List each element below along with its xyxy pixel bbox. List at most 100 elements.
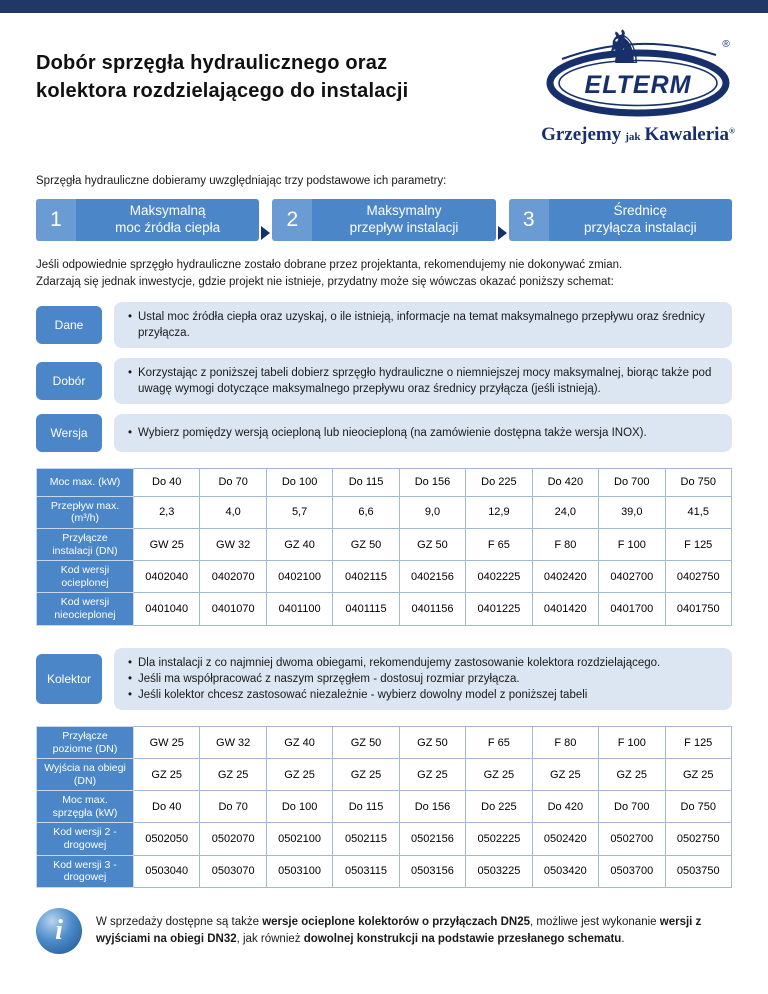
table-cell: Do 700 — [598, 790, 666, 824]
step-3-label-line1: Średnicę — [613, 203, 667, 219]
step-1-number: 1 — [36, 199, 76, 241]
row-header: Moc max. sprzęgła (kW) — [36, 790, 134, 824]
table-cell: GW 32 — [199, 528, 267, 562]
table-cell: 9,0 — [398, 495, 467, 530]
callout-kolektor-label: Kolektor — [36, 653, 102, 704]
table-cell: Do 70 — [199, 467, 267, 497]
step-3-label: Średnicę przyłącza instalacji — [549, 199, 732, 241]
document-page: Dobór sprzęgła hydraulicznego oraz kolek… — [0, 13, 768, 954]
info-part-3: , jak również — [236, 932, 304, 945]
brand-name: ELTERM — [585, 71, 692, 99]
info-part-2: , możliwe jest wykonanie — [530, 915, 660, 928]
row-header: Przyłącze poziome (DN) — [36, 725, 134, 760]
step-1-banner: 1 Maksymalną moc źródła ciepła — [36, 199, 260, 241]
callout-dane: Dane Ustal moc źródła ciepła oraz uzyska… — [36, 301, 732, 348]
callout-kolektor: Kolektor Dla instalacji z co najmniej dw… — [36, 647, 732, 710]
page-header: Dobór sprzęgła hydraulicznego oraz kolek… — [36, 13, 735, 161]
table-cell: GZ 40 — [265, 725, 334, 760]
collectors-table: Przyłącze poziome (DN) GW 25 GW 32 GZ 40 GZ … — [36, 725, 732, 888]
table-cell: GZ 25 — [398, 758, 467, 792]
table-cell: GW 25 — [132, 528, 201, 562]
table-cell: 6,6 — [332, 495, 400, 530]
bullet-item: Wybierz pomiędzy wersją ocieploną lub ni… — [126, 425, 720, 441]
table-cell: 0402100 — [265, 560, 334, 594]
info-bold-1: wersje ocieplone kolektorów o przyłączac… — [262, 915, 530, 928]
table-cell: Do 700 — [598, 467, 666, 497]
step-1-label-line2: moc źródła ciepła — [115, 220, 221, 235]
step-2-number: 2 — [272, 199, 313, 241]
table-cell: GZ 50 — [398, 725, 467, 760]
table-cell: 0502070 — [199, 822, 267, 856]
table-cell: 0503100 — [265, 854, 334, 888]
table-row: Kod wersji 3 - drogowej 0503040 0503070 050… — [36, 854, 732, 888]
table-cell: F 125 — [664, 725, 732, 760]
table-cell: Do 750 — [664, 790, 732, 824]
table-cell: Do 156 — [398, 790, 467, 824]
table-cell: F 65 — [465, 725, 533, 760]
table-row: Moc max. sprzęgła (kW) Do 40 Do 70 Do 100 Do… — [36, 790, 732, 824]
brand-tagline: Grzejemy jak Kawaleria® — [540, 124, 736, 146]
table-cell: 0502100 — [265, 822, 334, 856]
note-line-2: Zdarzają się jednak inwestycje, gdzie pr… — [36, 276, 614, 289]
info-footer: i W sprzedaży dostępne są także wersje o… — [36, 907, 732, 954]
table-cell: GZ 25 — [598, 758, 666, 792]
callout-dobor-box: Korzystając z poniższej tabeli dobierz s… — [114, 357, 732, 404]
info-part-4: . — [621, 932, 625, 945]
table-cell: 41,5 — [664, 495, 732, 530]
table-cell: 0503420 — [531, 854, 600, 888]
table-cell: Do 156 — [398, 467, 467, 497]
table-cell: 12,9 — [465, 495, 533, 530]
callout-wersja-label: Wersja — [36, 413, 102, 452]
emblem-oval-inner — [558, 59, 718, 107]
table-cell: 0402420 — [531, 560, 600, 594]
step-2-label-line1: Maksymalny — [366, 203, 442, 219]
table-cell: 0402700 — [598, 560, 666, 594]
page-title: Dobór sprzęgła hydraulicznego oraz kolek… — [36, 13, 732, 105]
table-cell: 0402750 — [664, 560, 732, 594]
callout-kolektor-box: Dla instalacji z co najmniej dwoma obieg… — [114, 647, 732, 710]
table-cell: Do 225 — [465, 790, 533, 824]
table-cell: F 65 — [465, 528, 533, 562]
table-cell: 0402115 — [332, 560, 400, 594]
tagline-registered-mark: ® — [728, 126, 735, 136]
table-cell: 0502420 — [531, 822, 600, 856]
horse-rider-icon: ♞ — [603, 25, 644, 74]
tagline-word-1: Grzejemy — [541, 124, 622, 145]
table-cell: Do 100 — [265, 790, 334, 824]
table-cell: 0402156 — [398, 560, 467, 594]
table-cell: 0402070 — [199, 560, 267, 594]
table-cell: GZ 25 — [531, 758, 600, 792]
table-cell: 0503115 — [332, 854, 400, 888]
table-cell: 0502156 — [398, 822, 467, 856]
table-cell: F 80 — [531, 725, 600, 760]
swoosh-line — [561, 42, 717, 60]
row-header: Moc max. (kW) — [36, 467, 134, 497]
callout-wersja-box: Wybierz pomiędzy wersją ocieploną lub ni… — [114, 413, 732, 452]
table-cell: 0401225 — [465, 592, 533, 626]
table-cell: 0503225 — [465, 854, 533, 888]
table-cell: GZ 50 — [332, 528, 400, 562]
table-row: Wyjścia na obiegi (DN) GZ 25 GZ 25 GZ 25 GZ … — [36, 758, 732, 792]
step-1-label-line1: Maksymalną — [129, 203, 206, 219]
table-cell: 0503070 — [199, 854, 267, 888]
info-icon: i — [36, 907, 82, 954]
table-cell: GW 25 — [132, 725, 201, 760]
table-cell: 0401750 — [664, 592, 732, 626]
table-cell: Do 420 — [531, 467, 600, 497]
callout-dane-box: Ustal moc źródła ciepła oraz uzyskaj, o … — [114, 301, 732, 348]
step-1-label: Maksymalną moc źródła ciepła — [76, 199, 259, 241]
info-part-1: W sprzedaży dostępne są także — [96, 915, 263, 928]
table-row: Przepływ max. (m³/h) 2,3 4,0 5,7 6,6 9,0 12,9 2… — [36, 495, 732, 530]
table-cell: GZ 40 — [265, 528, 334, 562]
table-cell: GZ 25 — [265, 758, 334, 792]
callout-wersja: Wersja Wybierz pomiędzy wersją ocieploną… — [36, 413, 732, 452]
info-bold-3: dowolnej konstrukcji na podstawie przesł… — [303, 932, 622, 945]
callout-dobor-label: Dobór — [36, 361, 102, 400]
table-cell: 0401156 — [398, 592, 467, 626]
bullet-item: Jeśli kolektor chcesz zastosować niezale… — [126, 687, 720, 703]
table-cell: F 100 — [598, 725, 666, 760]
table-row: Przyłącze poziome (DN) GW 25 GW 32 GZ 40 GZ … — [36, 725, 732, 760]
elterm-emblem: ♞ ELTERM ® — [546, 20, 730, 117]
table-cell: 24,0 — [531, 495, 600, 530]
table-cell: Do 40 — [132, 467, 201, 497]
